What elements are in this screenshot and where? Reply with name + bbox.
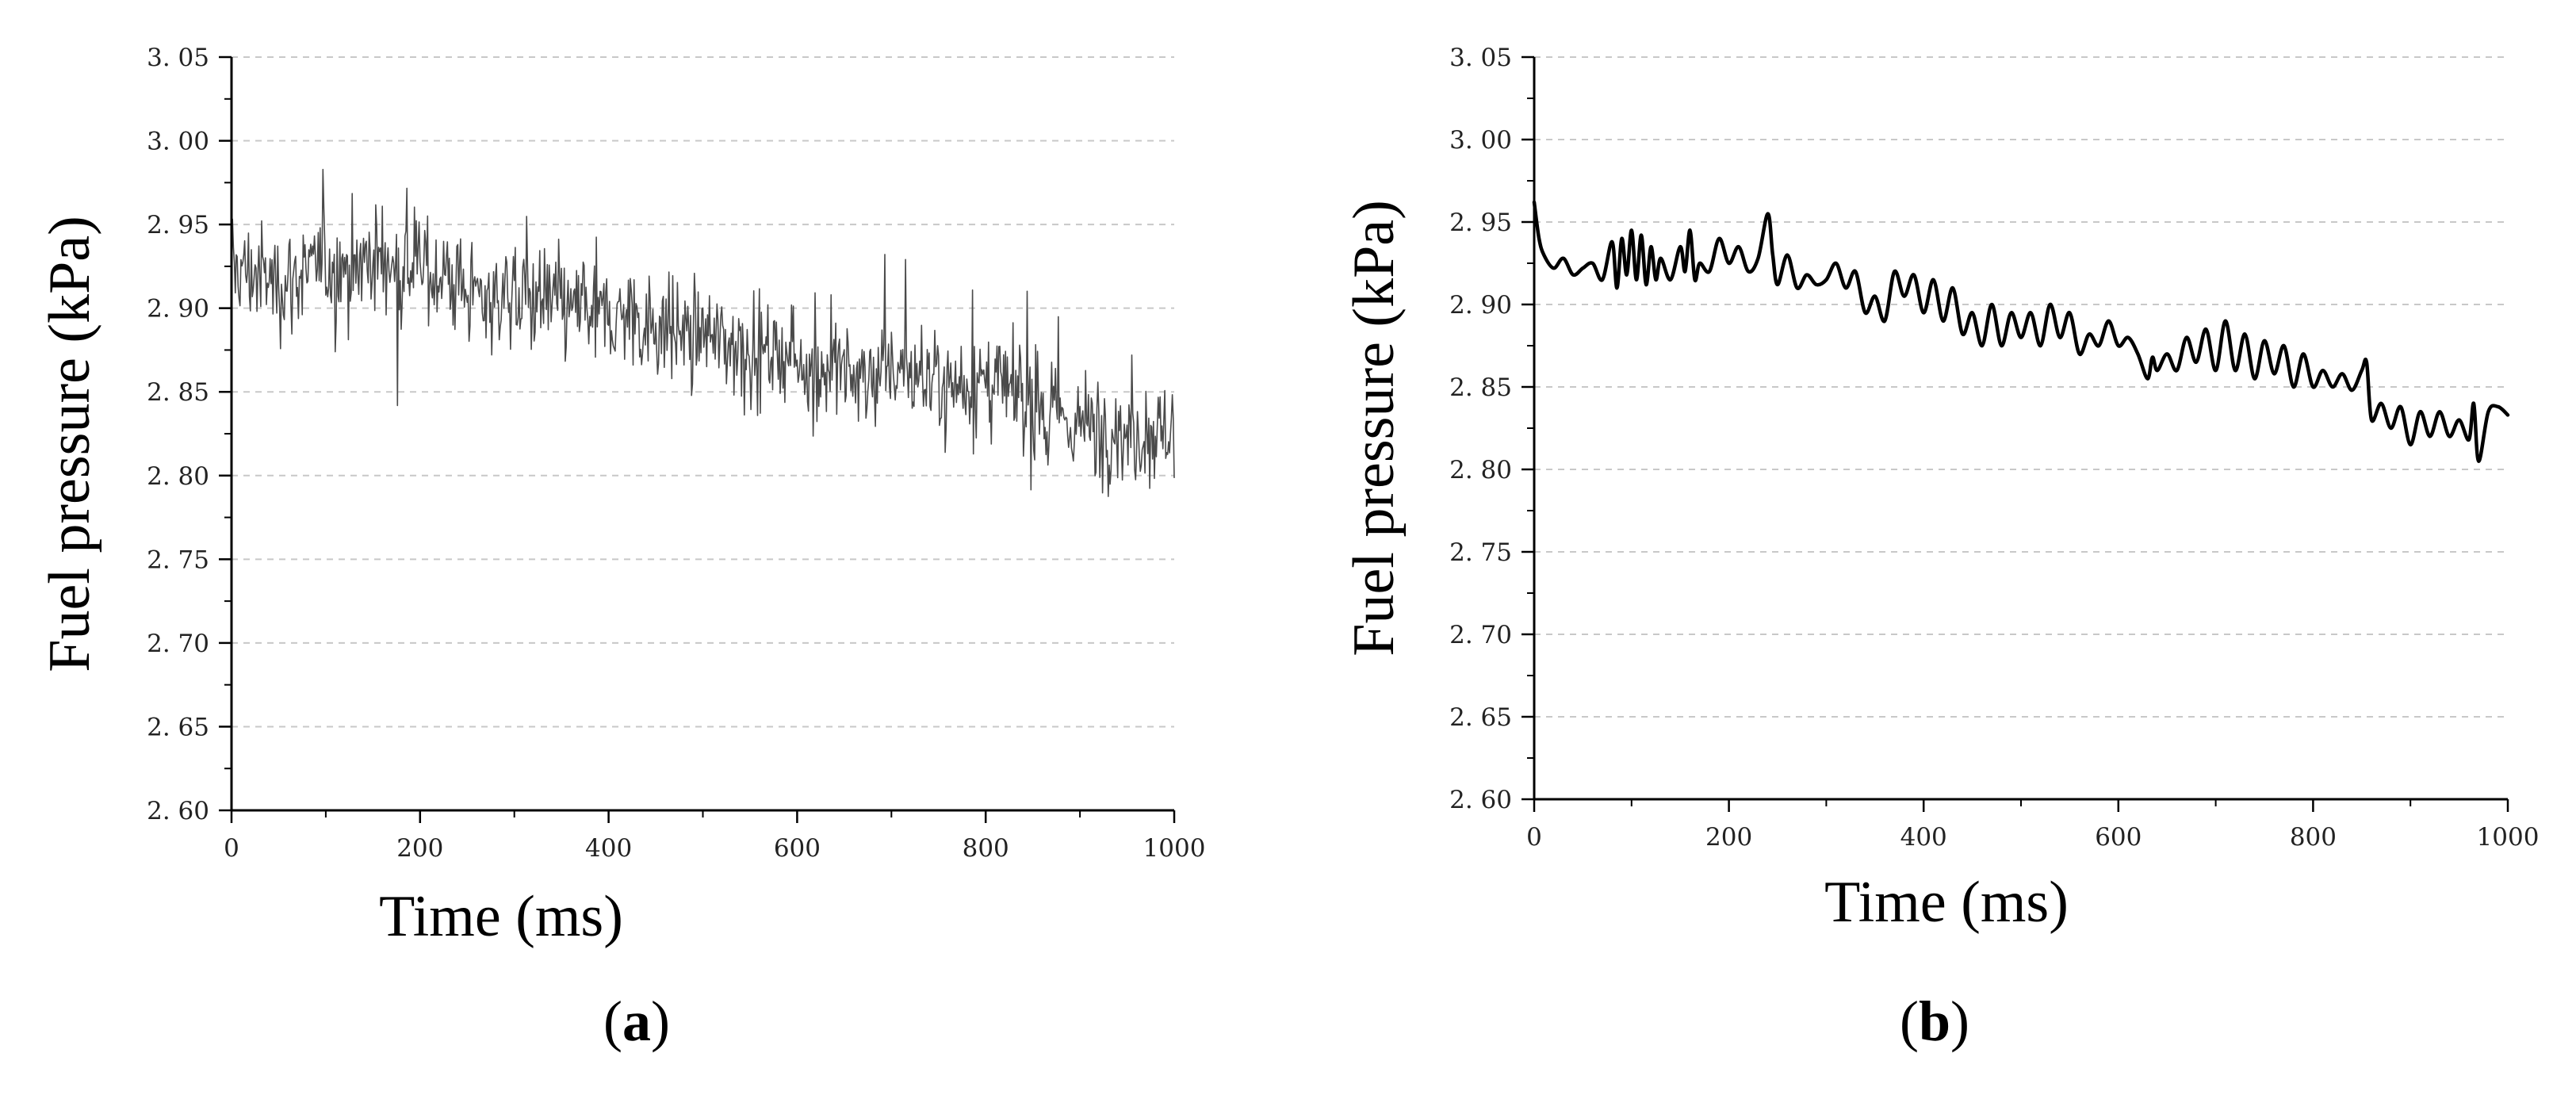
panel-a-y-tick-label: 3. 00 bbox=[147, 128, 209, 156]
panel-b-x-tick-label: 600 bbox=[2095, 823, 2142, 852]
panel-a-y-tick-labels: 2. 60 2. 65 2. 70 2. 75 2. 80 2. 85 2. 90 2. 95… bbox=[147, 44, 209, 825]
panel-b-data-line bbox=[1532, 200, 2510, 463]
panel-b-grid bbox=[1534, 56, 2508, 718]
panel-a-grid bbox=[232, 56, 1174, 728]
panel-b-y-tick-label: 2. 90 bbox=[1449, 291, 1512, 320]
panel-b-y-tick-label: 2. 70 bbox=[1449, 621, 1512, 649]
panel-a-y-tick-label: 2. 90 bbox=[147, 295, 209, 324]
panel-a-label: (a) bbox=[603, 990, 670, 1053]
panel-a-x-tick-label: 0 bbox=[224, 834, 239, 863]
panel-b-y-tick-label: 2. 60 bbox=[1449, 786, 1512, 814]
panel-b-y-tick-labels: 2. 60 2. 65 2. 70 2. 75 2. 80 2. 85 2. 90 2. 95… bbox=[1449, 44, 1512, 814]
panel-b-x-tick-label: 1000 bbox=[2477, 823, 2540, 852]
panel-b-x-axis-title: Time (ms) bbox=[1824, 870, 2069, 935]
panel-b-x-tick-labels: 0 200 400 600 800 1000 bbox=[1526, 823, 2539, 852]
panel-a-x-tick-label: 200 bbox=[396, 834, 443, 863]
panel-b-x-tick-label: 800 bbox=[2290, 823, 2337, 852]
panel-a-chart: 2. 60 2. 65 2. 70 2. 75 2. 80 2. 85 2. 90 2. 95… bbox=[37, 44, 1205, 1053]
panel-b-y-axis-title: Fuel pressure (kPa) bbox=[1342, 200, 1407, 656]
panel-a-x-axis-title: Time (ms) bbox=[379, 884, 623, 949]
panel-a-y-tick-label: 2. 80 bbox=[147, 462, 209, 491]
panel-a-y-axis-title: Fuel pressure (kPa) bbox=[37, 216, 102, 672]
panel-a-x-tick-label: 600 bbox=[774, 834, 821, 863]
panel-b-axes bbox=[1521, 56, 2509, 812]
panel-a-x-tick-label: 1000 bbox=[1143, 834, 1206, 863]
panel-a-y-tick-label: 2. 95 bbox=[147, 211, 209, 239]
panel-b-y-tick-label: 2. 80 bbox=[1449, 456, 1512, 484]
panel-b-label: (b) bbox=[1900, 990, 1969, 1053]
panel-b-series bbox=[1532, 200, 2510, 463]
panel-b-y-tick-label: 3. 00 bbox=[1449, 126, 1512, 155]
panel-a-x-tick-label: 400 bbox=[585, 834, 632, 863]
panel-b-letter: b bbox=[1919, 990, 1950, 1053]
panel-a-y-tick-label: 2. 70 bbox=[147, 630, 209, 658]
panel-a-series bbox=[231, 168, 1175, 497]
panel-a-y-tick-label: 2. 85 bbox=[147, 378, 209, 407]
panel-b-y-tick-label: 2. 75 bbox=[1449, 538, 1512, 567]
panel-b-chart: 2. 60 2. 65 2. 70 2. 75 2. 80 2. 85 2. 90 2. 95… bbox=[1342, 44, 2539, 1053]
panel-a-x-tick-label: 800 bbox=[963, 834, 1009, 863]
panel-b-y-tick-label: 2. 95 bbox=[1449, 209, 1512, 237]
panel-a-y-tick-label: 2. 65 bbox=[147, 713, 209, 741]
panel-b-y-tick-label: 3. 05 bbox=[1449, 44, 1512, 72]
panel-a-y-tick-label: 2. 60 bbox=[147, 797, 209, 825]
panel-b-x-tick-label: 200 bbox=[1705, 823, 1752, 852]
panel-a-data-line bbox=[231, 168, 1175, 497]
panel-a-axes bbox=[219, 56, 1176, 823]
panel-b-x-tick-label: 0 bbox=[1526, 823, 1542, 852]
panel-a-letter: a bbox=[622, 990, 651, 1053]
panel-a-x-tick-labels: 0 200 400 600 800 1000 bbox=[224, 834, 1205, 863]
panel-b-y-tick-label: 2. 65 bbox=[1449, 703, 1512, 732]
panel-a-y-tick-label: 2. 75 bbox=[147, 546, 209, 574]
panel-b-x-tick-label: 400 bbox=[1900, 823, 1947, 852]
panel-a-y-tick-label: 3. 05 bbox=[147, 44, 209, 72]
panel-b-y-tick-label: 2. 85 bbox=[1449, 373, 1512, 402]
